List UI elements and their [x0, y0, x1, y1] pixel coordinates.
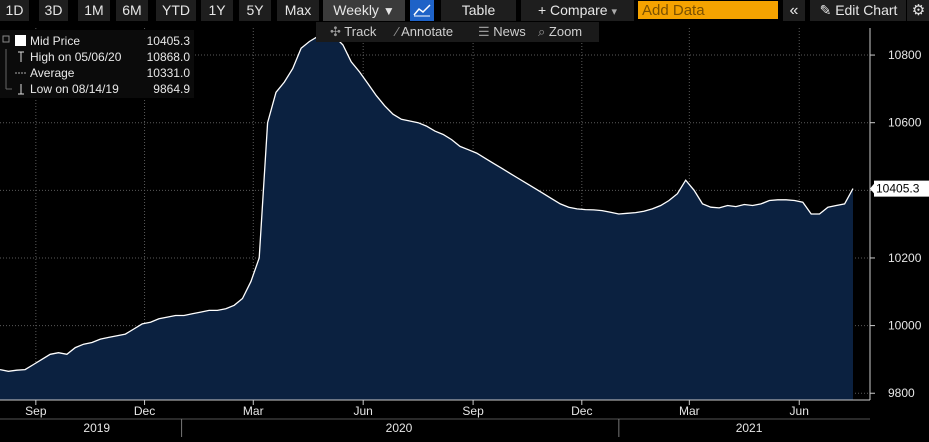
last-value-marker: 10405.3 — [870, 180, 929, 197]
legend-label: Low on 08/14/19 — [30, 82, 119, 96]
frequency-label: Weekly — [333, 2, 379, 18]
crosshair-icon: ✣ — [330, 24, 341, 39]
year-label: 2021 — [736, 421, 763, 435]
legend-value: 9864.9 — [153, 82, 190, 96]
x-tick-label: Sep — [25, 404, 47, 418]
news-icon: ☰ — [478, 24, 490, 39]
price-line — [0, 31, 854, 372]
y-tick-label: 10200 — [888, 251, 922, 265]
track-tool[interactable]: ✣ Track — [330, 22, 376, 42]
chart-tools-bar: ✣ Track ⁄ Annotate ☰ News ⌕ Zoom — [316, 22, 599, 42]
legend-value: 10405.3 — [146, 34, 190, 48]
range-ytd-button[interactable]: YTD — [155, 0, 196, 21]
range-1d-button[interactable]: 1D — [0, 0, 29, 21]
zoom-tool[interactable]: ⌕ Zoom — [538, 22, 582, 42]
x-tick-label: Mar — [679, 404, 700, 418]
frequency-dropdown[interactable]: Weekly ▼ — [322, 0, 405, 21]
legend-label: Mid Price — [30, 34, 81, 48]
toolbar: 1D 3D 1M 6M YTD 1Y 5Y Max Weekly ▼ Table… — [0, 0, 929, 22]
x-tick-label: Dec — [571, 404, 592, 418]
range-1y-button[interactable]: 1Y — [200, 0, 233, 21]
chevron-down-icon: ▼ — [382, 4, 395, 18]
y-tick-label: 10800 — [888, 48, 922, 62]
range-5y-button[interactable]: 5Y — [238, 0, 271, 21]
collapse-button[interactable]: « — [783, 0, 805, 21]
average-marker-icon — [5, 65, 27, 81]
news-tool[interactable]: ☰ News — [478, 22, 526, 42]
compare-button[interactable]: + Compare ▾ — [520, 0, 634, 21]
range-max-button[interactable]: Max — [276, 0, 319, 21]
legend-label: Average — [30, 66, 75, 80]
year-label: 2020 — [386, 421, 413, 435]
price-area — [0, 32, 853, 400]
pencil-icon: ✎ — [819, 2, 832, 18]
range-3d-button[interactable]: 3D — [38, 0, 68, 21]
news-label: News — [493, 24, 526, 39]
chevron-down-icon: ▾ — [611, 6, 618, 18]
edit-chart-label: Edit Chart — [835, 2, 898, 18]
legend-panel: Mid Price 10405.3 High on 05/06/20 10868… — [0, 30, 194, 98]
y-tick-label: 10000 — [888, 319, 922, 333]
x-tick-label: Jun — [790, 404, 809, 418]
range-1m-button[interactable]: 1M — [77, 0, 110, 21]
add-data-input[interactable]: Add Data — [638, 1, 778, 19]
legend-label: High on 05/06/20 — [30, 50, 122, 64]
line-chart-button[interactable] — [410, 0, 434, 21]
legend-item-low[interactable]: Low on 08/14/19 9864.9 — [0, 81, 194, 97]
legend-item-average[interactable]: Average 10331.0 — [0, 65, 194, 81]
last-value-label: 10405.3 — [876, 182, 920, 196]
compare-label: + Compare — [537, 2, 608, 18]
legend-item-mid-price[interactable]: Mid Price 10405.3 — [0, 33, 194, 49]
legend-value: 10331.0 — [146, 66, 190, 80]
x-tick-label: Sep — [462, 404, 484, 418]
y-tick-label: 10600 — [888, 116, 922, 130]
x-axis: Sep Dec Mar Jun Sep Dec Mar Jun 2019 2020 2021 — [0, 399, 870, 437]
x-tick-label: Dec — [134, 404, 155, 418]
y-axis: 98001000010200104001060010800 — [869, 28, 922, 400]
settings-button[interactable]: ⚙ — [906, 0, 929, 21]
last-value-box — [874, 180, 929, 197]
last-value-pointer — [870, 182, 875, 195]
x-tick-label: Mar — [243, 404, 264, 418]
table-button[interactable]: Table — [440, 0, 516, 21]
track-label: Track — [344, 24, 377, 39]
pen-icon: ⁄ — [396, 24, 399, 39]
line-chart-icon — [413, 4, 431, 17]
x-tick-label: Jun — [354, 404, 373, 418]
range-6m-button[interactable]: 6M — [115, 0, 148, 21]
y-tick-label: 9800 — [888, 386, 915, 400]
annotate-tool[interactable]: ⁄ Annotate — [396, 22, 453, 42]
annotate-label: Annotate — [401, 24, 454, 39]
gear-icon: ⚙ — [911, 2, 926, 19]
legend-item-high[interactable]: High on 05/06/20 10868.0 — [0, 49, 194, 65]
legend-value: 10868.0 — [146, 50, 190, 64]
zoom-label: Zoom — [548, 24, 583, 39]
double-chevron-left-icon: « — [789, 2, 799, 19]
high-marker-icon — [5, 49, 24, 65]
zoom-icon: ⌕ — [538, 24, 546, 39]
year-label: 2019 — [83, 421, 110, 435]
low-marker-icon — [5, 81, 24, 95]
tree-expand-icon — [2, 35, 26, 46]
edit-chart-button[interactable]: ✎ Edit Chart — [809, 0, 907, 21]
